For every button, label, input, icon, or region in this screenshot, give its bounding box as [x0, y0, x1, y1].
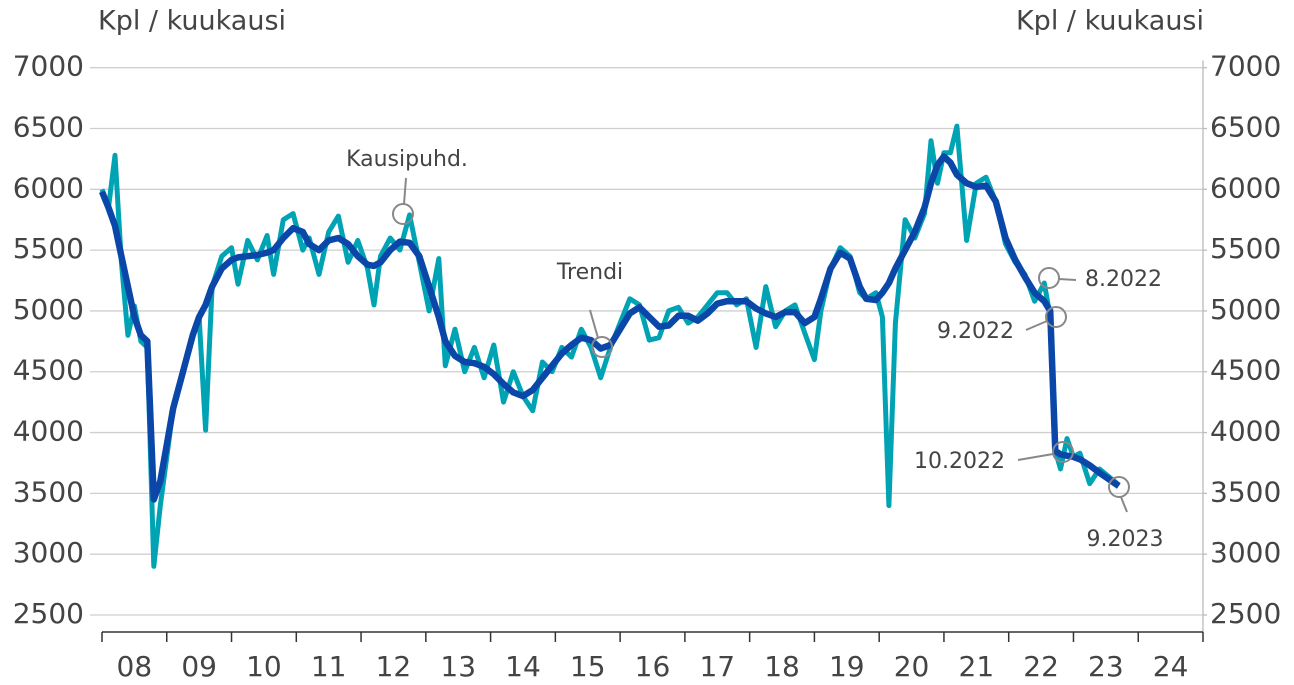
annotation-marks	[392, 177, 1130, 513]
x-tick-label: 12	[376, 650, 412, 683]
annotation: 10.2022	[914, 449, 1005, 474]
y-axis-label: Kpl / kuukausi	[98, 6, 286, 37]
annotation: Trendi	[556, 260, 623, 285]
x-tick-label: 20	[894, 650, 930, 683]
x-tick-label: 22	[1023, 650, 1059, 683]
x-tick-label: 08	[117, 650, 153, 683]
annotation: 9.2022	[937, 319, 1014, 344]
y2-tick-label: 5000	[1210, 293, 1281, 326]
y-tick-label: 3500	[13, 475, 84, 508]
y-tick-label: 5000	[13, 293, 84, 326]
series-line	[98, 153, 1121, 503]
x-tick-label: 13	[440, 650, 476, 683]
y2-tick-label: 5500	[1210, 232, 1281, 265]
x-tick-label: 23	[1088, 650, 1124, 683]
series-line	[99, 123, 1121, 569]
y2-tick-label: 6000	[1210, 171, 1281, 204]
y-tick-label: 6500	[13, 111, 84, 144]
x-tick-label: 24	[1153, 650, 1189, 683]
x-tick-label: 14	[505, 650, 541, 683]
y-tick-label: 3000	[13, 536, 84, 569]
x-tick-label: 19	[829, 650, 865, 683]
y-tick-label: 2500	[13, 597, 84, 630]
y2-tick-label: 6500	[1210, 111, 1281, 144]
x-tick-label: 18	[764, 650, 800, 683]
x-tick-label: 17	[699, 650, 735, 683]
x-tick-label: 09	[181, 650, 217, 683]
x-tick-label: 10	[246, 650, 282, 683]
x-tick-label: 11	[311, 650, 347, 683]
annotation: 8.2022	[1085, 267, 1162, 292]
annotation: Kausipuhd.	[346, 147, 468, 172]
y2-tick-label: 2500	[1210, 597, 1281, 630]
y2-axis-label: Kpl / kuukausi	[1016, 6, 1204, 37]
y2-tick-label: 3500	[1210, 475, 1281, 508]
y-tick-label: 6000	[13, 171, 84, 204]
x-tick-label: 21	[959, 650, 995, 683]
y-tick-label: 4000	[13, 415, 84, 448]
x-tick-label: 16	[635, 650, 671, 683]
y-tick-label: 4500	[13, 354, 84, 387]
y-tick-label: 5500	[13, 232, 84, 265]
x-tick-label: 15	[570, 650, 606, 683]
y2-tick-label: 3000	[1210, 536, 1281, 569]
y2-tick-label: 7000	[1210, 50, 1281, 83]
y2-tick-label: 4500	[1210, 354, 1281, 387]
y2-tick-label: 4000	[1210, 415, 1281, 448]
y-tick-label: 7000	[13, 50, 84, 83]
annotation: 9.2023	[1087, 527, 1164, 552]
